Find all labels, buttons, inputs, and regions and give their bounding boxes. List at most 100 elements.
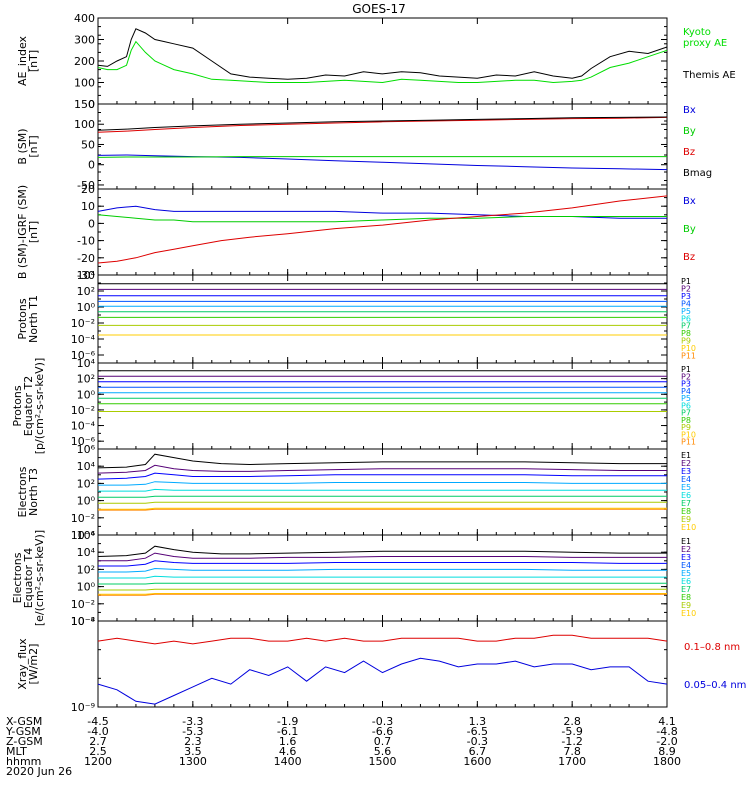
legend-entry: Bx bbox=[683, 105, 696, 116]
y-tick-label: -20 bbox=[77, 252, 95, 265]
plot-frame bbox=[97, 534, 668, 622]
legend-entry: P1 bbox=[681, 365, 691, 374]
axis-row-label: Z-GSM bbox=[6, 735, 43, 748]
y-axis-label: [nT] bbox=[27, 50, 40, 72]
date-label: 2020 Jun 26 bbox=[6, 765, 72, 778]
axis-row-value: 2.5 bbox=[89, 745, 107, 758]
legend-entry: E1 bbox=[681, 451, 691, 460]
axis-row-value: -3.3 bbox=[182, 715, 203, 728]
y-tick-label: -30 bbox=[77, 269, 95, 282]
legend-entry: E8 bbox=[681, 593, 691, 602]
series-line bbox=[98, 507, 667, 510]
y-axis-label: Xray_flux bbox=[16, 638, 29, 690]
series-line bbox=[97, 657, 668, 705]
y-tick-label: 10⁻⁴ bbox=[71, 615, 96, 628]
series-line bbox=[97, 116, 668, 131]
plot-frame bbox=[97, 103, 668, 190]
series-line bbox=[97, 116, 668, 133]
axis-row-value: 2.3 bbox=[184, 735, 202, 748]
axis-row-value: 1200 bbox=[84, 755, 112, 768]
legend-entry: proxy AE bbox=[683, 38, 727, 49]
axis-row-value: 2.7 bbox=[89, 735, 107, 748]
axis-row-label: Y-GSM bbox=[5, 725, 41, 738]
figure-title: GOES-17 bbox=[352, 2, 406, 16]
legend-entry: P11 bbox=[681, 352, 696, 361]
legend-entry: E5 bbox=[681, 483, 691, 492]
axis-row-label: hhmm bbox=[6, 755, 41, 768]
legend-entry: E4 bbox=[681, 561, 691, 570]
y-tick-label: 10⁰ bbox=[77, 301, 96, 314]
y-tick-label: 10⁶ bbox=[77, 529, 96, 542]
y-axis-label: [p/(cm²-s-sr-keV)] bbox=[33, 358, 46, 455]
y-tick-label: 0 bbox=[88, 159, 95, 172]
y-tick-label: 10⁻² bbox=[71, 512, 95, 525]
y-tick-label: 100 bbox=[74, 118, 95, 131]
legend-entry: P9 bbox=[681, 423, 691, 432]
legend-entry: E2 bbox=[681, 545, 691, 554]
series-line bbox=[98, 593, 667, 596]
legend-entry: E7 bbox=[681, 499, 691, 508]
legend-entry: P5 bbox=[681, 394, 691, 403]
y-axis-label: Electrons bbox=[16, 466, 29, 517]
y-tick-label: 10⁰ bbox=[77, 495, 96, 508]
y-axis-label: Electrons bbox=[11, 552, 24, 603]
legend-entry: P3 bbox=[681, 292, 691, 301]
series-line bbox=[98, 552, 667, 562]
y-tick-label: 100 bbox=[74, 77, 95, 90]
y-tick-label: 10⁴ bbox=[77, 546, 96, 559]
legend-entry: E10 bbox=[681, 523, 696, 532]
series-line bbox=[97, 156, 667, 158]
series-line bbox=[98, 560, 667, 567]
axis-row-value: 1500 bbox=[369, 755, 397, 768]
y-axis-label: [nT] bbox=[27, 221, 40, 243]
y-tick-label: 20 bbox=[81, 183, 95, 196]
y-tick-label: 150 bbox=[74, 98, 95, 111]
series-line bbox=[97, 154, 668, 171]
y-tick-label: 10⁻⁶ bbox=[71, 435, 96, 448]
y-tick-label: 10⁻² bbox=[71, 317, 95, 330]
axis-row-label: X-GSM bbox=[6, 715, 42, 728]
y-tick-label: 10⁴ bbox=[77, 460, 96, 473]
series-line bbox=[98, 488, 667, 492]
series-line bbox=[97, 464, 667, 474]
axis-row-value: 4.1 bbox=[658, 715, 676, 728]
axis-row-value: -2.0 bbox=[656, 735, 677, 748]
y-tick-label: 10⁻⁹ bbox=[71, 701, 95, 714]
y-tick-label: 0 bbox=[88, 217, 95, 230]
y-tick-label: 10⁻⁴ bbox=[71, 529, 96, 542]
y-tick-label: 400 bbox=[74, 12, 95, 25]
panel-xray_flux: 10⁻⁸ 10⁻⁹ Xray_flux[W/m2] 0.1–0.8 nm 0.05–0.… bbox=[16, 615, 746, 714]
series-line bbox=[98, 588, 667, 591]
series-line bbox=[98, 593, 667, 595]
plot-frame bbox=[97, 188, 668, 276]
legend-entry: P7 bbox=[681, 409, 691, 418]
series-line bbox=[98, 495, 667, 498]
y-tick-label: 0 bbox=[88, 98, 95, 111]
axis-row-value: 0.7 bbox=[374, 735, 392, 748]
y-axis-label: B (SM) bbox=[16, 128, 29, 164]
y-tick-label: 300 bbox=[74, 34, 95, 47]
panel-b_minus_igrf: 20 10 0 -10 -20 -30 B (SM)-IGRF (SM)[nT] Bx By Bz bbox=[16, 183, 696, 282]
y-axis-label: [nT] bbox=[27, 135, 40, 157]
y-tick-label: 10⁻⁴ bbox=[71, 333, 96, 346]
y-axis-label: [e/(cm²-s-sr-keV)] bbox=[33, 530, 46, 626]
legend-entry: Themis AE bbox=[682, 70, 736, 81]
legend-entry: P1 bbox=[681, 277, 691, 286]
y-tick-label: 10⁴ bbox=[77, 269, 96, 282]
legend-entry: P4 bbox=[681, 299, 691, 308]
series-line bbox=[98, 575, 667, 579]
y-tick-label: 10⁻² bbox=[71, 598, 95, 611]
y-tick-label: 10⁴ bbox=[77, 357, 96, 370]
y-tick-label: -50 bbox=[77, 179, 95, 192]
plot-frame bbox=[97, 274, 668, 364]
axis-row-value: 1800 bbox=[653, 755, 681, 768]
legend-entry: 0.05–0.4 nm bbox=[684, 680, 746, 691]
axis-row-value: 8.9 bbox=[658, 745, 676, 758]
series-line bbox=[98, 508, 667, 511]
series-line bbox=[98, 567, 667, 573]
y-tick-label: 200 bbox=[74, 55, 95, 68]
axis-row-value: -0.3 bbox=[372, 715, 393, 728]
